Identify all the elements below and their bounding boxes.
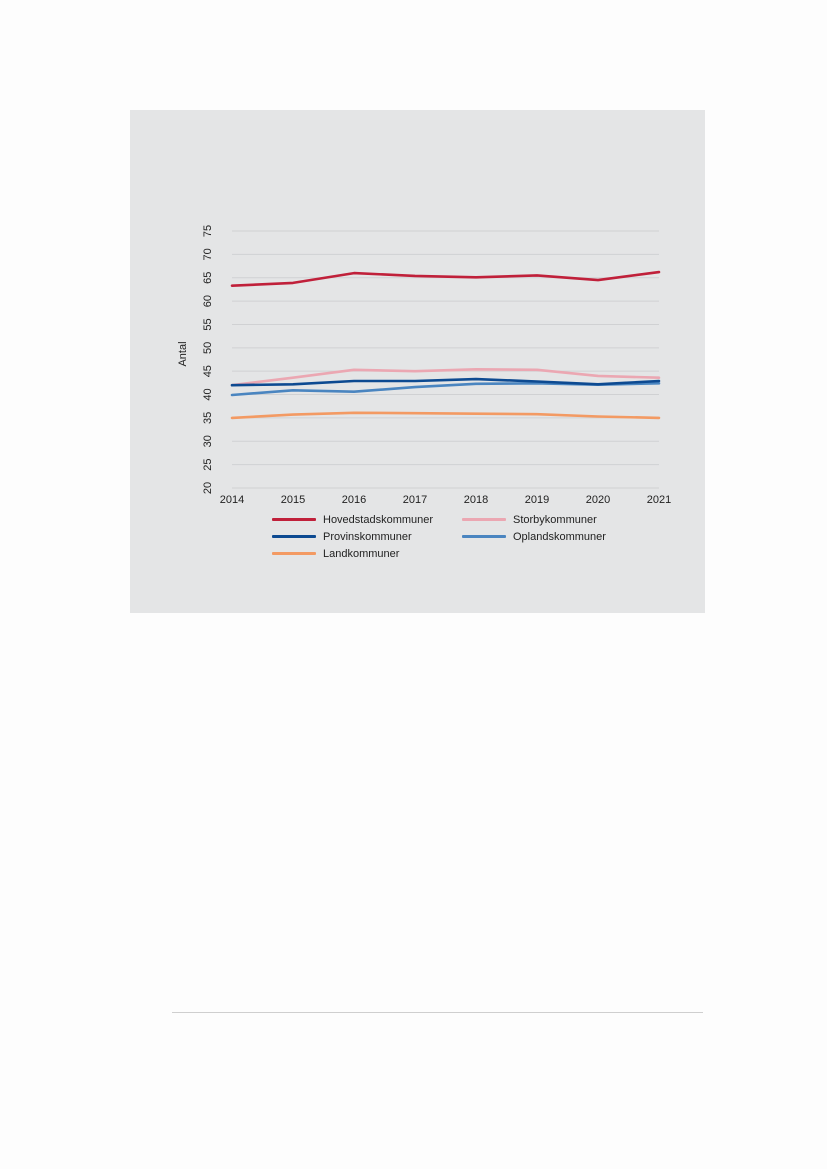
footer-divider [172, 1012, 703, 1013]
series-lines [230, 270, 661, 420]
legend-label-provinskommuner: Provinskommuner [323, 530, 412, 543]
series-line-hovedstadskommuner [230, 270, 661, 287]
legend-item-storbykommuner: Storbykommuner [462, 513, 652, 526]
y-axis-title: Antal [177, 341, 189, 366]
x-tick-label-2015: 2015 [281, 494, 305, 506]
legend-swatch-landkommuner [272, 552, 316, 555]
x-tick-label-2019: 2019 [525, 494, 549, 506]
y-tick-label-30: 30 [202, 435, 214, 447]
legend-item-hovedstadskommuner: Hovedstadskommuner [272, 513, 462, 526]
y-axis-ticks: 20 25 30 35 40 45 50 55 60 65 70 75 [202, 225, 214, 494]
legend-label-storbykommuner: Storbykommuner [513, 513, 597, 526]
y-tick-label-20: 20 [202, 482, 214, 494]
y-tick-label-35: 35 [202, 412, 214, 424]
legend-item-landkommuner: Landkommuner [272, 547, 462, 560]
legend-label-oplandskommuner: Oplandskommuner [513, 530, 606, 543]
legend: Hovedstadskommuner Storbykommuner Provin… [272, 513, 652, 560]
x-tick-label-2020: 2020 [586, 494, 610, 506]
series-line-landkommuner [230, 411, 661, 420]
x-axis-ticks: 2014 2015 2016 2017 2018 2019 2020 2021 [220, 494, 671, 506]
x-tick-label-2017: 2017 [403, 494, 427, 506]
y-tick-label-65: 65 [202, 272, 214, 284]
y-tick-label-25: 25 [202, 459, 214, 471]
legend-label-hovedstadskommuner: Hovedstadskommuner [323, 513, 434, 526]
y-tick-label-60: 60 [202, 295, 214, 307]
x-tick-label-2014: 2014 [220, 494, 244, 506]
grid-lines [232, 230, 659, 489]
x-tick-label-2016: 2016 [342, 494, 366, 506]
legend-swatch-hovedstadskommuner [272, 518, 316, 521]
y-tick-label-45: 45 [202, 365, 214, 377]
legend-swatch-storbykommuner [462, 518, 506, 521]
legend-item-oplandskommuner: Oplandskommuner [462, 530, 652, 543]
legend-swatch-provinskommuner [272, 535, 316, 538]
y-tick-label-75: 75 [202, 225, 214, 237]
legend-label-landkommuner: Landkommuner [323, 547, 400, 560]
chart-panel: 20 25 30 35 40 45 50 55 60 65 70 75 2014 2015 2016 201… [130, 110, 705, 613]
series-line-provinskommuner [230, 377, 661, 387]
y-tick-label-40: 40 [202, 388, 214, 400]
x-tick-label-2018: 2018 [464, 494, 488, 506]
legend-item-provinskommuner: Provinskommuner [272, 530, 462, 543]
series-line-storbykommuner [230, 367, 661, 387]
y-tick-label-55: 55 [202, 318, 214, 330]
legend-swatch-oplandskommuner [462, 535, 506, 538]
y-tick-label-70: 70 [202, 248, 214, 260]
x-tick-label-2021: 2021 [647, 494, 671, 506]
y-tick-label-50: 50 [202, 342, 214, 354]
